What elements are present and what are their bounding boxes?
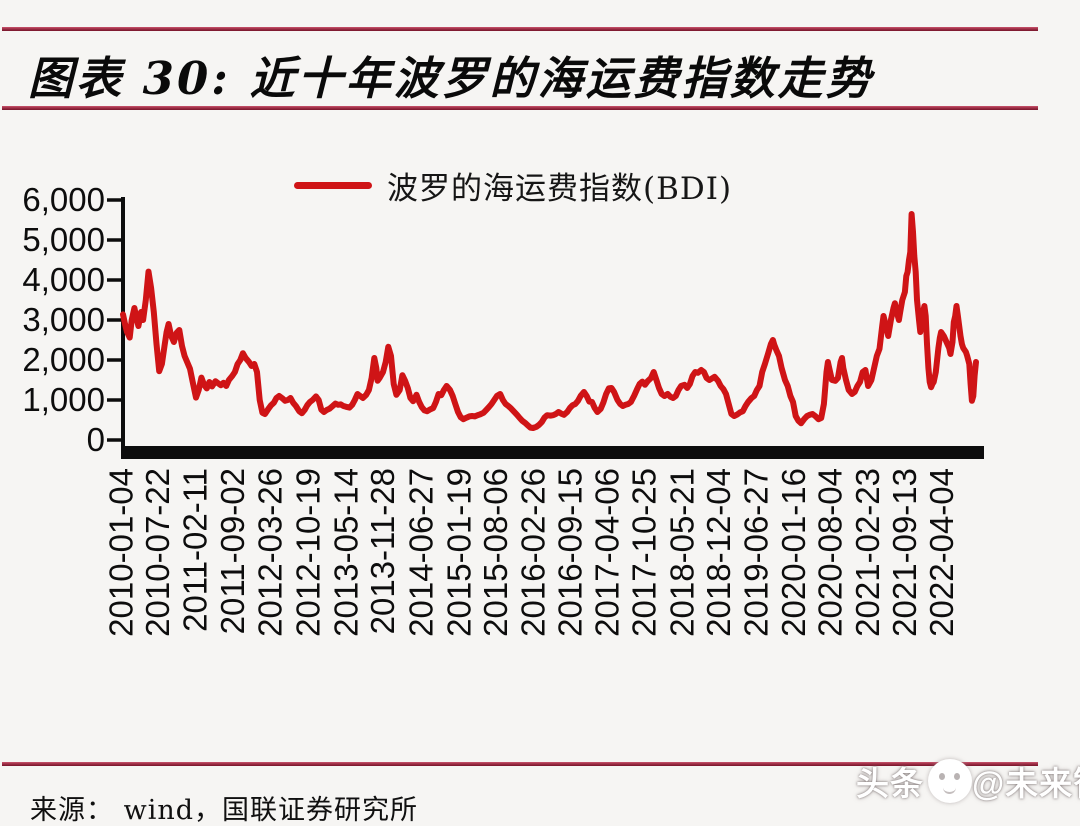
bdi-series-line bbox=[120, 211, 979, 431]
title-divider bbox=[2, 106, 1038, 110]
x-axis-tick-label: 2017-04-06 bbox=[589, 468, 626, 637]
x-axis-tick-label: 2017-10-25 bbox=[626, 468, 663, 637]
x-axis-tick-label: 2013-05-14 bbox=[327, 468, 364, 637]
x-axis-tick-label: 2011-02-11 bbox=[177, 468, 214, 632]
x-axis-tick-label: 2010-01-04 bbox=[103, 468, 140, 637]
x-axis-bar bbox=[121, 446, 984, 459]
top-divider bbox=[2, 27, 1038, 31]
y-axis-tick-label: 0 bbox=[87, 421, 105, 458]
watermark-suffix: @未来智库 bbox=[972, 765, 1080, 802]
legend-series-label: 波罗的海运费指数(BDI) bbox=[387, 171, 733, 207]
x-axis-tick-label: 2014-06-27 bbox=[403, 468, 440, 637]
chart-legend: 波罗的海运费指数(BDI) bbox=[294, 163, 732, 208]
x-axis-tick-label: 2016-09-15 bbox=[551, 468, 588, 637]
x-axis-tick-label: 2019-06-27 bbox=[738, 468, 775, 637]
x-axis-tick-label: 2018-05-21 bbox=[664, 468, 701, 637]
watermark-prefix: 头条 bbox=[856, 765, 924, 802]
y-axis-tick-label: 1,000 bbox=[22, 381, 105, 418]
x-axis-tick-label: 2013-11-28 bbox=[364, 468, 401, 634]
x-axis-tick-label: 2018-12-04 bbox=[700, 468, 737, 637]
source-note: 来源： wind，国联证券研究所 bbox=[30, 795, 419, 826]
bottom-divider bbox=[2, 762, 1038, 766]
x-axis-tick-label: 2015-08-06 bbox=[477, 468, 514, 637]
figure-title: 图表 30: 近十年波罗的海运费指数走势 bbox=[28, 52, 874, 105]
watermark: 头条 @未来智库 bbox=[856, 757, 1080, 805]
y-axis-tick-label: 3,000 bbox=[22, 301, 105, 338]
x-axis-tick-label: 2016-02-26 bbox=[514, 468, 551, 637]
x-axis-tick-label: 2021-09-13 bbox=[886, 468, 923, 637]
x-axis-tick-label: 2022-04-04 bbox=[923, 468, 960, 637]
y-axis-tick-label: 6,000 bbox=[22, 181, 105, 218]
legend-line-marker bbox=[294, 182, 372, 189]
y-axis-tick-label: 5,000 bbox=[22, 221, 105, 258]
x-axis-tick-label: 2021-02-23 bbox=[849, 468, 886, 637]
y-axis-tick-label: 2,000 bbox=[22, 341, 105, 378]
x-axis-tick-label: 2012-03-26 bbox=[252, 468, 289, 637]
x-axis-tick-label: 2011-09-02 bbox=[214, 468, 251, 634]
watermark-logo-icon bbox=[928, 759, 972, 803]
x-axis-tick-label: 2020-01-16 bbox=[775, 468, 812, 637]
x-axis-tick-label: 2010-07-22 bbox=[139, 468, 176, 637]
x-axis-tick-label: 2012-10-19 bbox=[290, 468, 327, 637]
y-axis-tick-label: 4,000 bbox=[22, 261, 105, 298]
x-axis-tick-label: 2020-08-04 bbox=[812, 468, 849, 637]
x-axis-tick-label: 2015-01-19 bbox=[440, 468, 477, 637]
